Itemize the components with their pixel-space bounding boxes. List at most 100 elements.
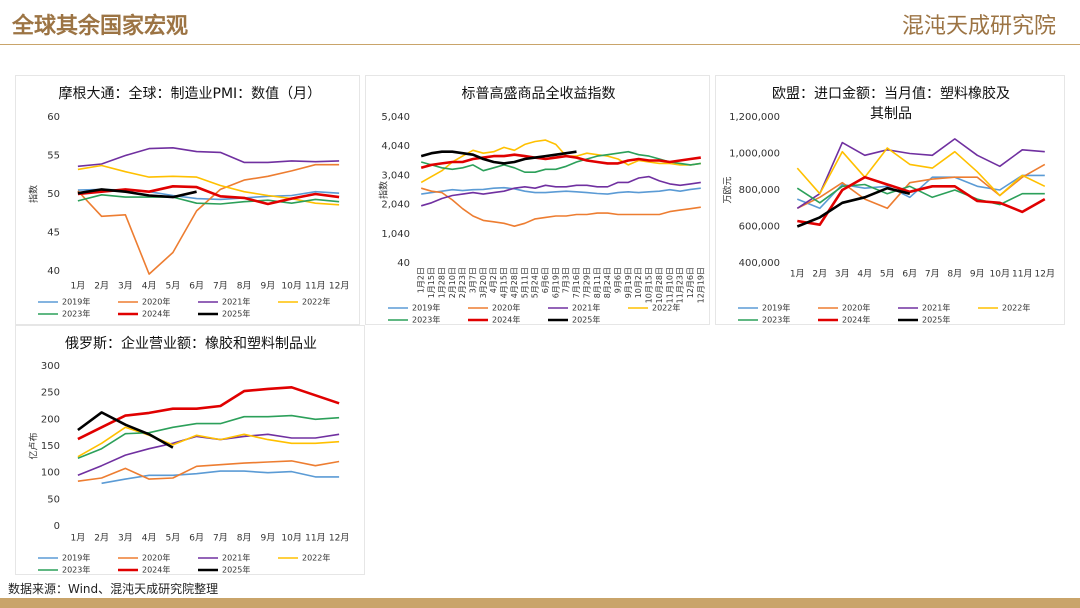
legend-label: 2025年	[222, 565, 250, 575]
x-tick-label: 1月28日	[437, 267, 446, 298]
x-tick-label: 12月	[329, 533, 349, 544]
series-line	[77, 163, 340, 275]
x-tick-label: 12月19日	[696, 267, 705, 303]
x-tick-label: 1月2日	[417, 267, 426, 293]
x-tick-label: 6月19日	[551, 267, 560, 298]
y-tick-label: 55	[47, 151, 60, 162]
x-tick-label: 4月28日	[510, 267, 519, 298]
legend-label: 2021年	[572, 303, 600, 313]
legend-label: 2020年	[842, 303, 870, 313]
legend-label: 2025年	[222, 309, 250, 319]
x-tick-label: 5月24日	[531, 267, 540, 298]
series-line	[77, 164, 340, 206]
series-line	[796, 186, 911, 228]
x-tick-label: 1月15日	[427, 267, 436, 298]
chart-panel: 400,000 600,000 800,000 1,000,000 1,200,000 万…	[715, 75, 1065, 325]
series-line	[420, 175, 701, 207]
x-tick-label: 3月	[118, 533, 133, 544]
y-tick-label: 200	[41, 414, 60, 425]
y-tick-label: 150	[41, 441, 60, 452]
x-tick-label: 1月	[71, 281, 86, 292]
legend-label: 2019年	[412, 303, 440, 313]
x-tick-label: 7月	[925, 269, 940, 280]
x-tick-label: 7月29日	[582, 267, 591, 298]
y-tick-label: 1,040	[381, 229, 410, 240]
y-axis-label: 指数	[28, 185, 40, 203]
x-tick-label: 4月	[857, 269, 872, 280]
x-tick-label: 8月	[237, 533, 252, 544]
legend-label: 2020年	[142, 297, 170, 307]
y-tick-label: 40	[397, 258, 410, 269]
x-tick-label: 6月6日	[541, 267, 550, 293]
x-tick-label: 3月20日	[479, 267, 488, 298]
series-line	[77, 460, 340, 482]
x-tick-label: 2月	[94, 281, 109, 292]
x-tick-label: 11月10日	[665, 267, 674, 303]
x-tick-label: 5月	[166, 281, 181, 292]
chart: 0 50 100 150 200 250 300 亿卢布 1月 2月 3月 4月 5月 6月 7月 8月 9月 1…	[28, 361, 350, 575]
x-tick-label: 1月	[71, 533, 86, 544]
legend-label: 2023年	[762, 315, 790, 325]
x-tick-label: 9月19日	[624, 267, 633, 298]
series-line	[796, 183, 1045, 206]
y-tick-label: 50	[47, 494, 60, 505]
y-tick-label: 3,040	[381, 170, 410, 181]
x-tick-label: 8月24日	[603, 267, 612, 298]
x-tick-label: 2月10日	[448, 267, 457, 298]
x-tick-label: 11月	[305, 533, 325, 544]
x-tick-label: 9月6日	[613, 267, 622, 293]
legend-label: 2023年	[62, 309, 90, 319]
x-tick-label: 8月	[237, 281, 252, 292]
series-line	[420, 150, 701, 173]
x-tick-label: 2月23日	[458, 267, 467, 298]
y-tick-label: 2,040	[381, 200, 410, 211]
chart: 40 1,040 2,040 3,040 4,040 5,040 指数 1月2日 1月15日 1月…	[378, 112, 706, 325]
series-line	[77, 411, 174, 449]
x-tick-label: 9月	[261, 281, 276, 292]
series-line	[421, 186, 701, 195]
legend-label: 2020年	[492, 303, 520, 313]
legend-label: 2022年	[652, 303, 680, 313]
x-tick-label: 5月	[880, 269, 895, 280]
legend-label: 2024年	[142, 565, 170, 575]
series-line	[420, 153, 701, 170]
x-tick-label: 3月	[118, 281, 133, 292]
legend-label: 2021年	[922, 303, 950, 313]
series-line	[77, 194, 340, 205]
legend-label: 2021年	[222, 297, 250, 307]
y-tick-label: 5,040	[381, 112, 410, 123]
chart-panel: 40 45 50 55 60 指数 1月 2月 3月 4月 5月 6月 7月 8月 9月 10月 11月 12月 2…	[15, 75, 360, 325]
series-line	[797, 175, 1046, 226]
x-tick-label: 5月	[166, 533, 181, 544]
legend-label: 2022年	[302, 553, 330, 563]
y-tick-label: 45	[47, 228, 60, 239]
y-tick-label: 60	[47, 112, 60, 123]
legend-label: 2019年	[62, 553, 90, 563]
legend-label: 2021年	[222, 553, 250, 563]
x-tick-label: 10月2日	[634, 267, 643, 298]
x-tick-label: 7月3日	[562, 267, 571, 293]
legend-label: 2025年	[572, 315, 600, 325]
x-tick-label: 10月	[990, 269, 1010, 280]
x-tick-label: 4月15日	[500, 267, 509, 298]
x-tick-label: 11月23日	[676, 267, 685, 303]
x-tick-label: 12月6日	[686, 267, 695, 298]
y-axis-label: 亿卢布	[28, 432, 40, 459]
series-line	[77, 147, 340, 168]
series-line	[77, 414, 340, 460]
y-tick-label: 40	[47, 266, 60, 277]
chart-panel: 40 1,040 2,040 3,040 4,040 5,040 指数 1月2日 1月15日 1月…	[365, 75, 710, 325]
x-tick-label: 7月	[213, 533, 228, 544]
x-tick-label: 6月	[189, 533, 204, 544]
x-tick-label: 4月2日	[489, 267, 498, 293]
y-axis-label: 指数	[378, 181, 390, 199]
logo: 混沌天成研究院	[901, 14, 1056, 39]
y-tick-label: 1,200,000	[729, 112, 780, 123]
x-tick-label: 12月	[1035, 269, 1055, 280]
x-tick-label: 6月	[902, 269, 917, 280]
y-tick-label: 400,000	[739, 258, 780, 269]
series-line	[77, 185, 340, 206]
series-line	[796, 147, 1046, 197]
legend-label: 2023年	[62, 565, 90, 575]
